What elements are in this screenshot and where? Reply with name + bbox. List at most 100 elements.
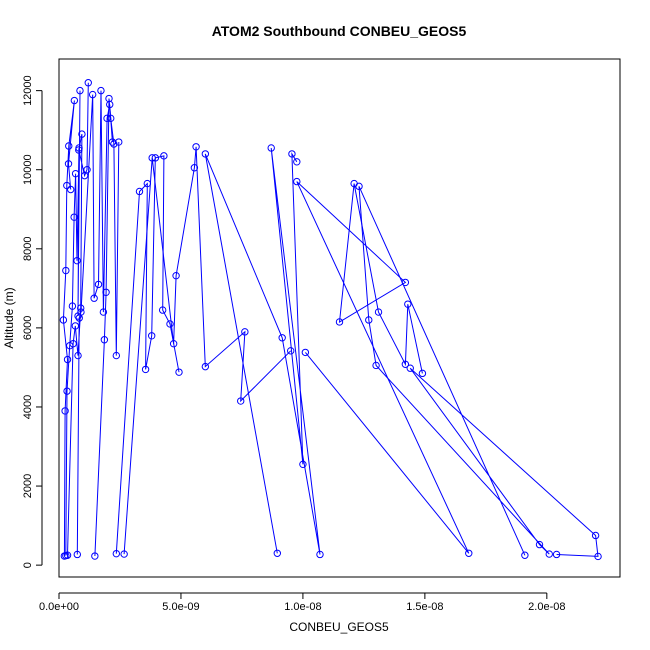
series-line <box>62 100 75 557</box>
data-point <box>241 328 249 336</box>
data-point <box>76 86 84 95</box>
series-line <box>115 155 180 554</box>
data-point <box>591 531 600 540</box>
data-point <box>355 182 363 191</box>
data-point <box>68 302 77 310</box>
data-point <box>70 213 78 221</box>
data-point <box>102 288 110 296</box>
data-point <box>545 550 553 558</box>
series-line <box>65 90 81 556</box>
data-point <box>418 369 427 378</box>
data-point <box>107 114 115 123</box>
data-point <box>71 169 80 178</box>
data-point <box>175 368 183 376</box>
data-point <box>335 318 344 326</box>
data-point <box>120 550 128 558</box>
data-point <box>63 181 71 190</box>
data-point <box>160 152 168 160</box>
data-point <box>90 294 98 302</box>
y-tick-label: 0 <box>22 562 34 568</box>
data-point <box>192 143 200 151</box>
data-point <box>64 160 73 168</box>
data-point <box>141 365 150 374</box>
data-point <box>365 316 373 324</box>
data-point <box>88 90 97 99</box>
data-point <box>99 308 108 316</box>
data-point <box>62 266 70 275</box>
data-point <box>110 140 118 148</box>
data-point <box>158 306 167 314</box>
data-point <box>112 549 121 558</box>
data-point <box>67 185 75 194</box>
x-tick-label: 0.0e+00 <box>39 601 79 613</box>
y-tick-label: 12000 <box>22 75 34 106</box>
plot-frame <box>58 58 621 578</box>
data-point <box>84 79 92 87</box>
data-point <box>105 94 113 103</box>
data-point <box>594 552 602 561</box>
x-axis-label: CONBEU_GEOS5 <box>289 620 389 634</box>
data-point <box>278 334 286 342</box>
data-point <box>77 308 85 316</box>
x-tick-label: 1.0e-08 <box>284 601 321 613</box>
data-point <box>169 340 178 348</box>
chart-title: ATOM2 Southbound CONBEU_GEOS5 <box>212 23 467 39</box>
data-point <box>63 355 72 364</box>
y-tick-label: 4000 <box>22 395 34 419</box>
data-point <box>406 364 414 372</box>
data-point <box>401 278 410 287</box>
data-point <box>288 150 296 158</box>
data-point <box>75 146 83 154</box>
data-point <box>97 86 105 95</box>
data-point <box>59 316 68 324</box>
data-point <box>273 549 282 557</box>
x-tick-label: 1.5e-08 <box>406 601 443 613</box>
series-points <box>59 79 602 561</box>
data-point <box>404 300 412 308</box>
x-tick-label: 5.0e-09 <box>162 601 199 613</box>
data-point <box>535 540 544 549</box>
data-point <box>65 142 73 150</box>
data-point <box>316 550 324 559</box>
data-point <box>372 361 380 370</box>
data-point <box>465 549 473 557</box>
data-point <box>201 150 210 158</box>
data-point <box>112 351 121 360</box>
data-point <box>521 551 529 559</box>
data-point <box>61 407 69 415</box>
y-tick-label: 2000 <box>22 474 34 498</box>
data-point <box>293 158 301 166</box>
y-tick-label: 6000 <box>22 316 34 340</box>
series-line <box>94 98 120 557</box>
series-line <box>123 146 292 555</box>
data-point <box>147 332 156 340</box>
data-point <box>401 360 410 368</box>
data-point <box>172 271 180 280</box>
data-point <box>301 348 310 357</box>
x-axis: 0.0e+00 5.0e-09 1.0e-08 1.5e-08 2.0e-08 <box>39 592 565 613</box>
data-point <box>267 144 275 152</box>
data-point <box>201 362 210 371</box>
data-point <box>135 187 144 196</box>
data-point <box>69 340 77 348</box>
data-point <box>100 336 109 344</box>
data-point <box>287 347 295 355</box>
data-point <box>73 550 81 559</box>
data-point <box>83 166 91 174</box>
data-point <box>74 351 82 360</box>
series-line <box>296 181 470 554</box>
data-point <box>151 154 160 162</box>
data-point <box>73 256 81 265</box>
series-line <box>358 186 599 557</box>
data-point <box>374 308 383 316</box>
data-point <box>94 280 103 289</box>
data-point <box>78 130 86 138</box>
series-lines <box>62 82 599 557</box>
data-point <box>299 460 307 469</box>
x-tick-label: 2.0e-08 <box>528 601 565 613</box>
data-point <box>91 552 99 560</box>
data-point <box>293 177 301 186</box>
series-line <box>204 147 321 555</box>
data-point <box>166 320 174 328</box>
